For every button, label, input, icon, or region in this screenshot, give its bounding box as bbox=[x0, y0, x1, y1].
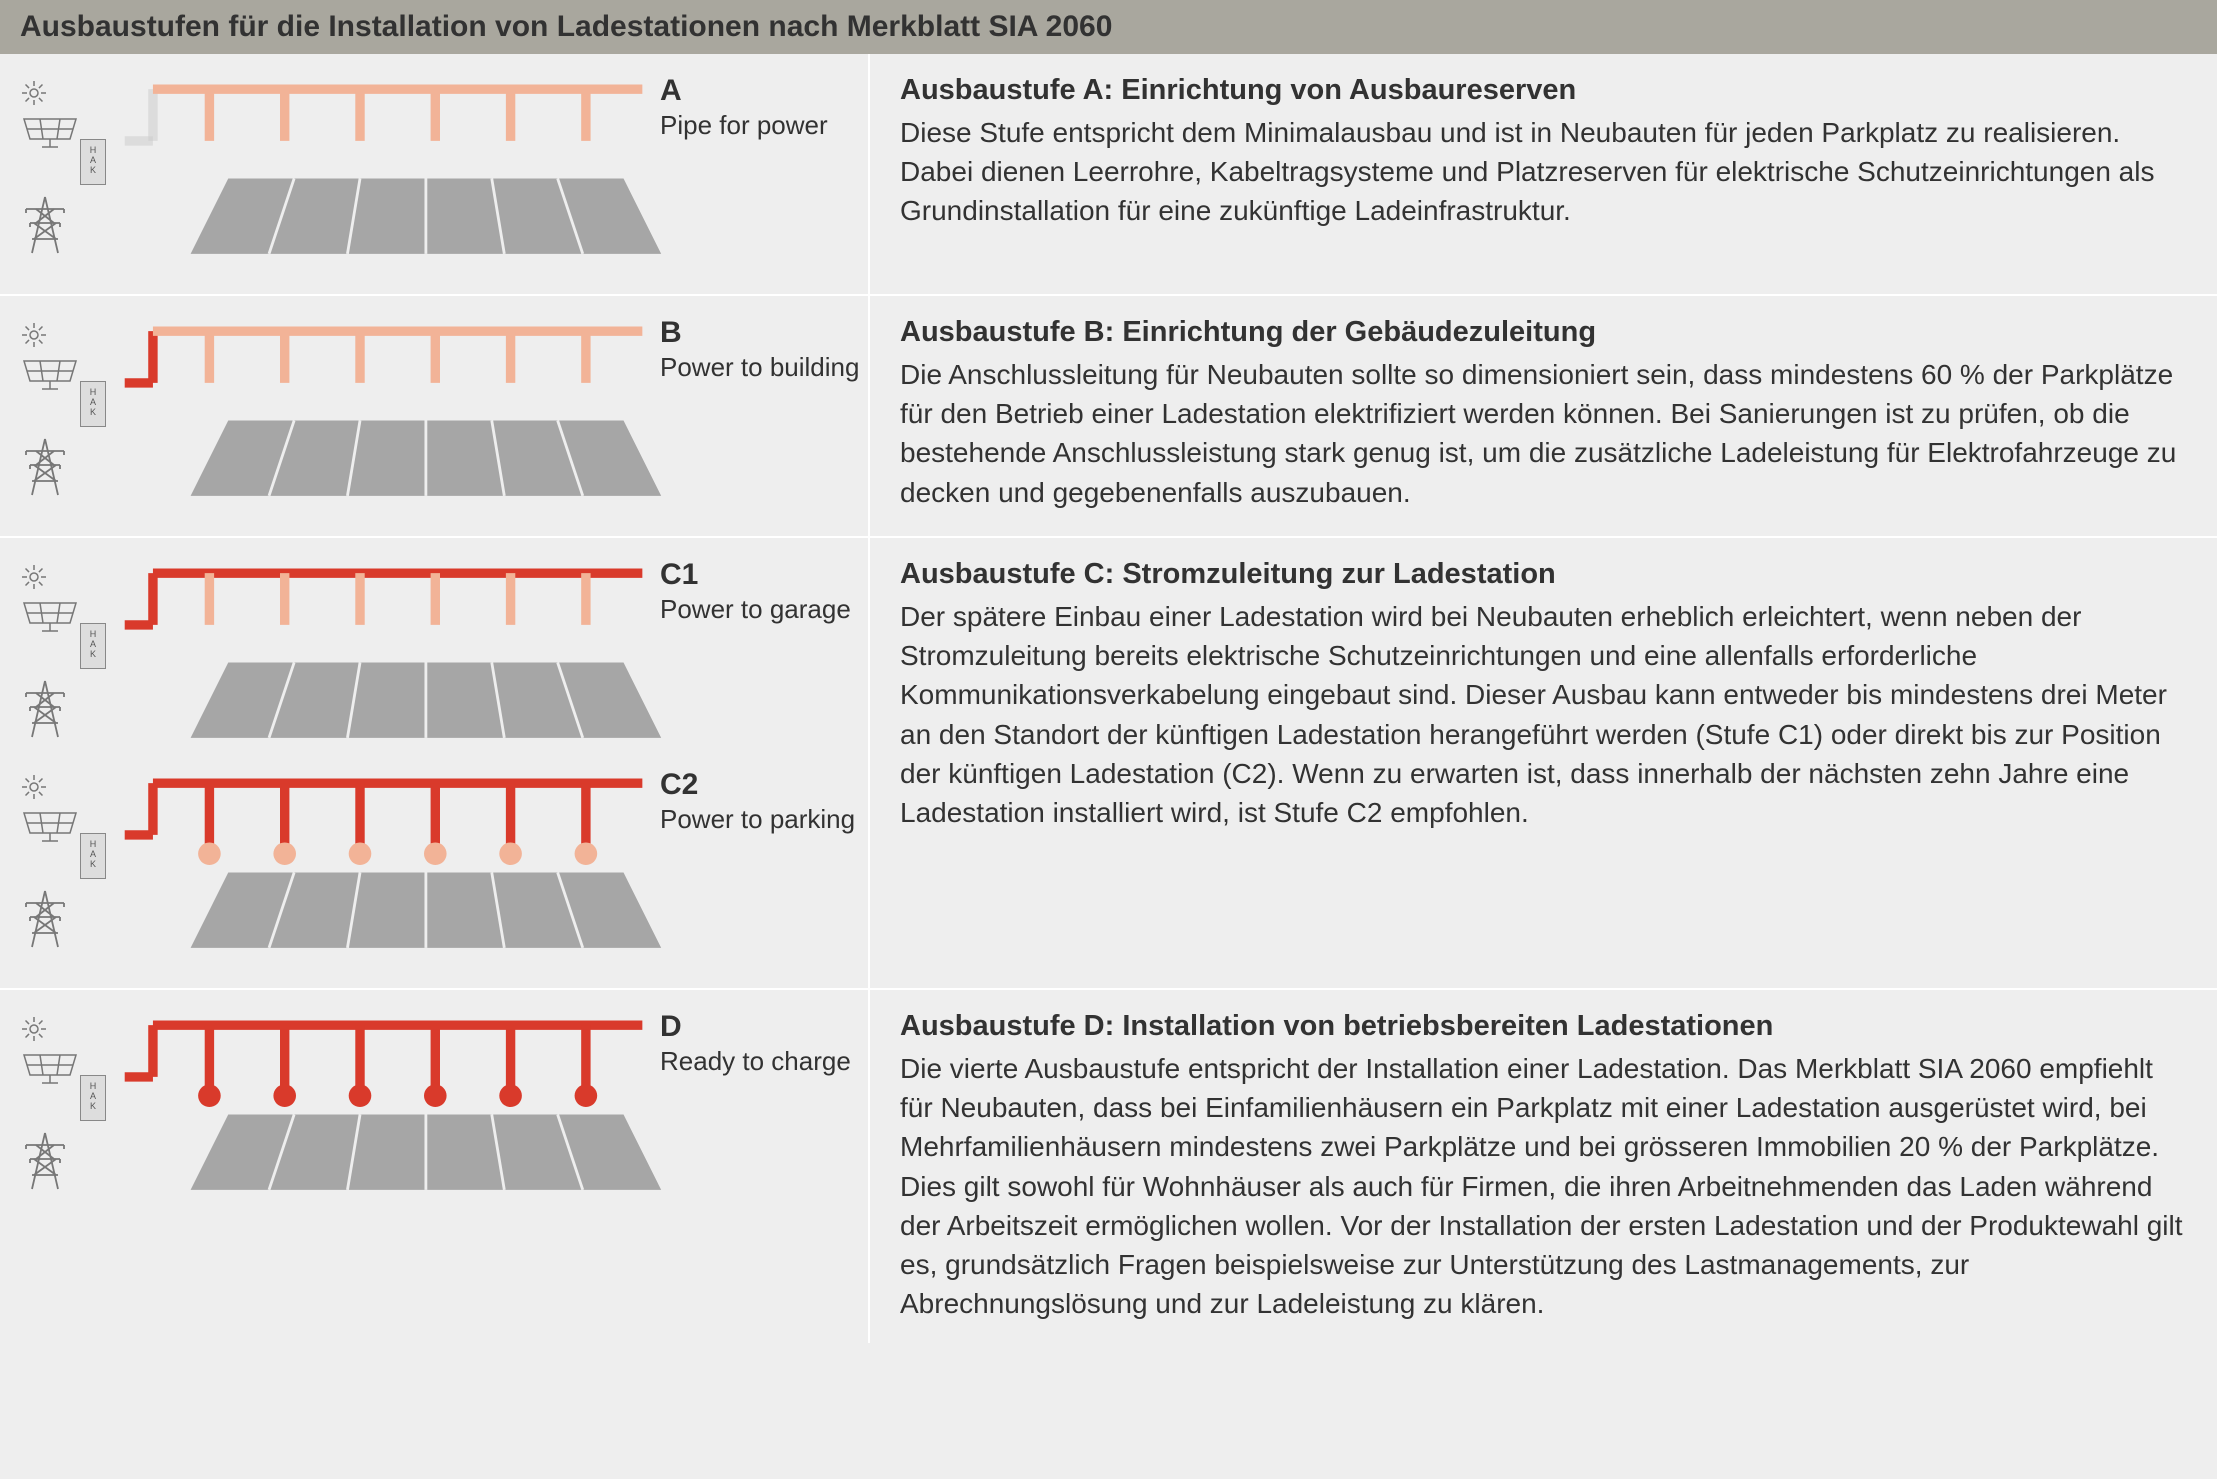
hak-box: HAK bbox=[80, 139, 106, 185]
diagram-label-C1: C1 Power to garage bbox=[660, 558, 920, 625]
power-sources: HAK bbox=[20, 316, 110, 497]
hak-box: HAK bbox=[80, 381, 106, 427]
diagram-C2: HAK C2 Power to bbox=[20, 768, 858, 958]
schematic-C2: C2 Power to parking bbox=[120, 768, 858, 958]
row-left-D: HAK D Ready to bbox=[0, 990, 870, 1343]
row-left-A: HAK A Pipe for bbox=[0, 54, 870, 294]
diagram-C1: HAK C1 Power to bbox=[20, 558, 858, 748]
row-C: HAK C1 Power to bbox=[0, 538, 2217, 990]
sun-icon bbox=[20, 1015, 110, 1043]
diagram-code: A bbox=[660, 74, 920, 108]
diagram-code: B bbox=[660, 316, 920, 350]
row-body: Der spätere Einbau einer Ladestation wir… bbox=[900, 597, 2187, 832]
row-heading: Ausbaustufe D: Installation von betriebs… bbox=[900, 1010, 2187, 1043]
row-right-D: Ausbaustufe D: Installation von betriebs… bbox=[870, 990, 2217, 1343]
pylon-icon bbox=[20, 1131, 110, 1191]
row-body: Diese Stufe entspricht dem Minimalausbau… bbox=[900, 113, 2187, 231]
schematic-D: D Ready to charge bbox=[120, 1010, 858, 1200]
diagram-B: HAK B Power to bbox=[20, 316, 858, 506]
row-right-C: Ausbaustufe C: Stromzuleitung zur Ladest… bbox=[870, 538, 2217, 988]
row-B: HAK B Power to bbox=[0, 296, 2217, 538]
row-heading: Ausbaustufe A: Einrichtung von Ausbaures… bbox=[900, 74, 2187, 107]
diagram-label-D: D Ready to charge bbox=[660, 1010, 920, 1077]
hak-box: HAK bbox=[80, 623, 106, 669]
diagram-code: C2 bbox=[660, 768, 920, 802]
row-heading: Ausbaustufe C: Stromzuleitung zur Ladest… bbox=[900, 558, 2187, 591]
schematic-B: B Power to building bbox=[120, 316, 858, 506]
diagram-code: D bbox=[660, 1010, 920, 1044]
row-body: Die Anschlussleitung für Neubauten sollt… bbox=[900, 355, 2187, 512]
hak-box: HAK bbox=[80, 1075, 106, 1121]
diagram-label-A: A Pipe for power bbox=[660, 74, 920, 141]
diagram-subtitle: Power to parking bbox=[660, 804, 920, 835]
pylon-icon bbox=[20, 889, 110, 949]
diagram-subtitle: Power to building bbox=[660, 352, 920, 383]
power-sources: HAK bbox=[20, 558, 110, 739]
power-sources: HAK bbox=[20, 768, 110, 949]
row-heading: Ausbaustufe B: Einrichtung der Gebäudezu… bbox=[900, 316, 2187, 349]
row-A: HAK A Pipe for bbox=[0, 54, 2217, 296]
schematic-C1: C1 Power to garage bbox=[120, 558, 858, 748]
diagram-label-B: B Power to building bbox=[660, 316, 920, 383]
power-sources: HAK bbox=[20, 1010, 110, 1191]
row-right-B: Ausbaustufe B: Einrichtung der Gebäudezu… bbox=[870, 296, 2217, 536]
sun-icon bbox=[20, 563, 110, 591]
pylon-icon bbox=[20, 437, 110, 497]
sun-icon bbox=[20, 773, 110, 801]
row-body: Die vierte Ausbaustufe entspricht der In… bbox=[900, 1049, 2187, 1323]
diagram-label-C2: C2 Power to parking bbox=[660, 768, 920, 835]
pylon-icon bbox=[20, 195, 110, 255]
row-right-A: Ausbaustufe A: Einrichtung von Ausbaures… bbox=[870, 54, 2217, 294]
diagram-subtitle: Ready to charge bbox=[660, 1046, 920, 1077]
diagram-D: HAK D Ready to bbox=[20, 1010, 858, 1200]
row-D: HAK D Ready to bbox=[0, 990, 2217, 1343]
header-title: Ausbaustufen für die Installation von La… bbox=[0, 0, 2217, 54]
sun-icon bbox=[20, 79, 110, 107]
power-sources: HAK bbox=[20, 74, 110, 255]
schematic-A: A Pipe for power bbox=[120, 74, 858, 264]
diagram-A: HAK A Pipe for bbox=[20, 74, 858, 264]
sun-icon bbox=[20, 321, 110, 349]
diagram-subtitle: Pipe for power bbox=[660, 110, 920, 141]
pylon-icon bbox=[20, 679, 110, 739]
row-left-B: HAK B Power to bbox=[0, 296, 870, 536]
diagram-subtitle: Power to garage bbox=[660, 594, 920, 625]
rows-container: HAK A Pipe for bbox=[0, 54, 2217, 1343]
row-left-C: HAK C1 Power to bbox=[0, 538, 870, 988]
hak-box: HAK bbox=[80, 833, 106, 879]
diagram-code: C1 bbox=[660, 558, 920, 592]
